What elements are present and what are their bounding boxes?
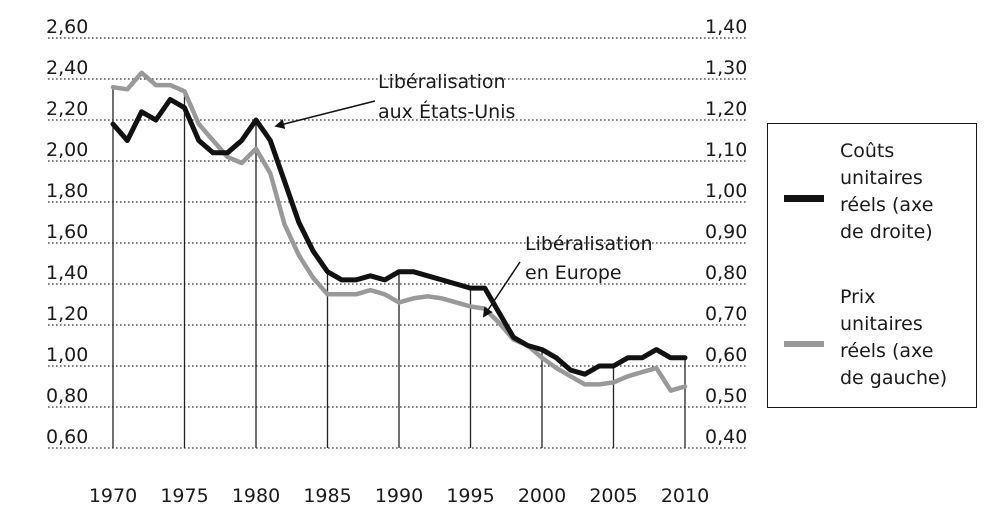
legend-line: de droite) bbox=[840, 221, 933, 243]
right-axis-tick-label: 0,70 bbox=[705, 303, 747, 325]
annotation-eu-line1: Libéralisation bbox=[525, 233, 653, 255]
right-axis-tick-label: 1,20 bbox=[705, 98, 747, 120]
legend-line: unitaires bbox=[840, 313, 923, 335]
left-axis-tick-label: 0,80 bbox=[46, 385, 88, 407]
left-axis-tick-label: 1,80 bbox=[46, 180, 88, 202]
right-axis-tick-label: 0,60 bbox=[705, 344, 747, 366]
left-axis-tick-label: 2,20 bbox=[46, 98, 88, 120]
right-axis-tick-label: 0,40 bbox=[705, 426, 747, 448]
x-axis-tick-label: 1990 bbox=[375, 485, 423, 507]
x-axis-tick-label: 1975 bbox=[160, 485, 208, 507]
annotation-eu-line2: en Europe bbox=[525, 262, 622, 284]
right-axis-tick-label: 0,80 bbox=[705, 262, 747, 284]
x-axis-tick-label: 1995 bbox=[446, 485, 494, 507]
right-axis-ticks: 1,40 1,30 1,20 1,10 1,00 0,90 0,80 0,70 0,60 0,50… bbox=[705, 16, 747, 448]
annotation-us-line2: aux États-Unis bbox=[378, 100, 515, 123]
annotations: Libéralisation aux États-Unis Libéralisati… bbox=[274, 71, 653, 318]
right-axis-tick-label: 0,90 bbox=[705, 221, 747, 243]
right-axis-tick-label: 0,50 bbox=[705, 385, 747, 407]
legend-label-prices: Prix unitaires réels (axe de gauche) bbox=[840, 284, 975, 392]
left-axis-tick-label: 1,40 bbox=[46, 262, 88, 284]
x-axis-tick-label: 2000 bbox=[518, 485, 566, 507]
left-axis-ticks: 2,60 2,40 2,20 2,00 1,80 1,60 1,40 1,20 1,00 0,80… bbox=[46, 16, 88, 448]
year-vertical-lines bbox=[112, 87, 686, 448]
left-axis-tick-label: 2,00 bbox=[46, 139, 88, 161]
legend: Coûts unitaires réels (axe de droite) Pr… bbox=[767, 123, 977, 408]
legend-line: de gauche) bbox=[840, 367, 948, 389]
x-axis-tick-label: 1980 bbox=[232, 485, 280, 507]
legend-line: réels (axe bbox=[840, 340, 934, 362]
legend-line: Prix bbox=[840, 286, 876, 308]
series-line-prices bbox=[110, 70, 688, 393]
right-axis-tick-label: 1,40 bbox=[705, 16, 747, 38]
legend-line: Coûts bbox=[840, 140, 895, 162]
annotation-us-arrow bbox=[274, 100, 376, 129]
right-axis-tick-label: 1,10 bbox=[705, 139, 747, 161]
left-axis-tick-label: 2,40 bbox=[46, 57, 88, 79]
x-axis-tick-label: 1970 bbox=[89, 485, 137, 507]
annotation-us-line1: Libéralisation bbox=[378, 71, 506, 93]
left-axis-tick-label: 1,60 bbox=[46, 221, 88, 243]
x-axis-tick-label: 2010 bbox=[661, 485, 709, 507]
legend-line: unitaires bbox=[840, 167, 923, 189]
left-axis-tick-label: 0,60 bbox=[46, 426, 88, 448]
gridlines bbox=[48, 37, 748, 449]
right-axis-tick-label: 1,00 bbox=[705, 180, 747, 202]
left-axis-tick-label: 1,20 bbox=[46, 303, 88, 325]
x-axis-tick-label: 1985 bbox=[303, 485, 351, 507]
legend-label-costs: Coûts unitaires réels (axe de droite) bbox=[840, 138, 975, 246]
left-axis-tick-label: 2,60 bbox=[46, 16, 88, 38]
left-axis-tick-label: 1,00 bbox=[46, 344, 88, 366]
annotation-eu-arrow bbox=[482, 261, 521, 318]
series-lines bbox=[110, 70, 688, 393]
legend-line: réels (axe bbox=[840, 194, 934, 216]
x-axis-tick-label: 2005 bbox=[589, 485, 637, 507]
series-line-costs bbox=[110, 97, 688, 377]
legend-swatch-prices bbox=[784, 341, 824, 347]
legend-swatch-costs bbox=[784, 195, 824, 202]
x-axis-ticks: 1970 1975 1980 1985 1990 1995 2000 2005 2010 bbox=[89, 485, 709, 507]
right-axis-tick-label: 1,30 bbox=[705, 57, 747, 79]
